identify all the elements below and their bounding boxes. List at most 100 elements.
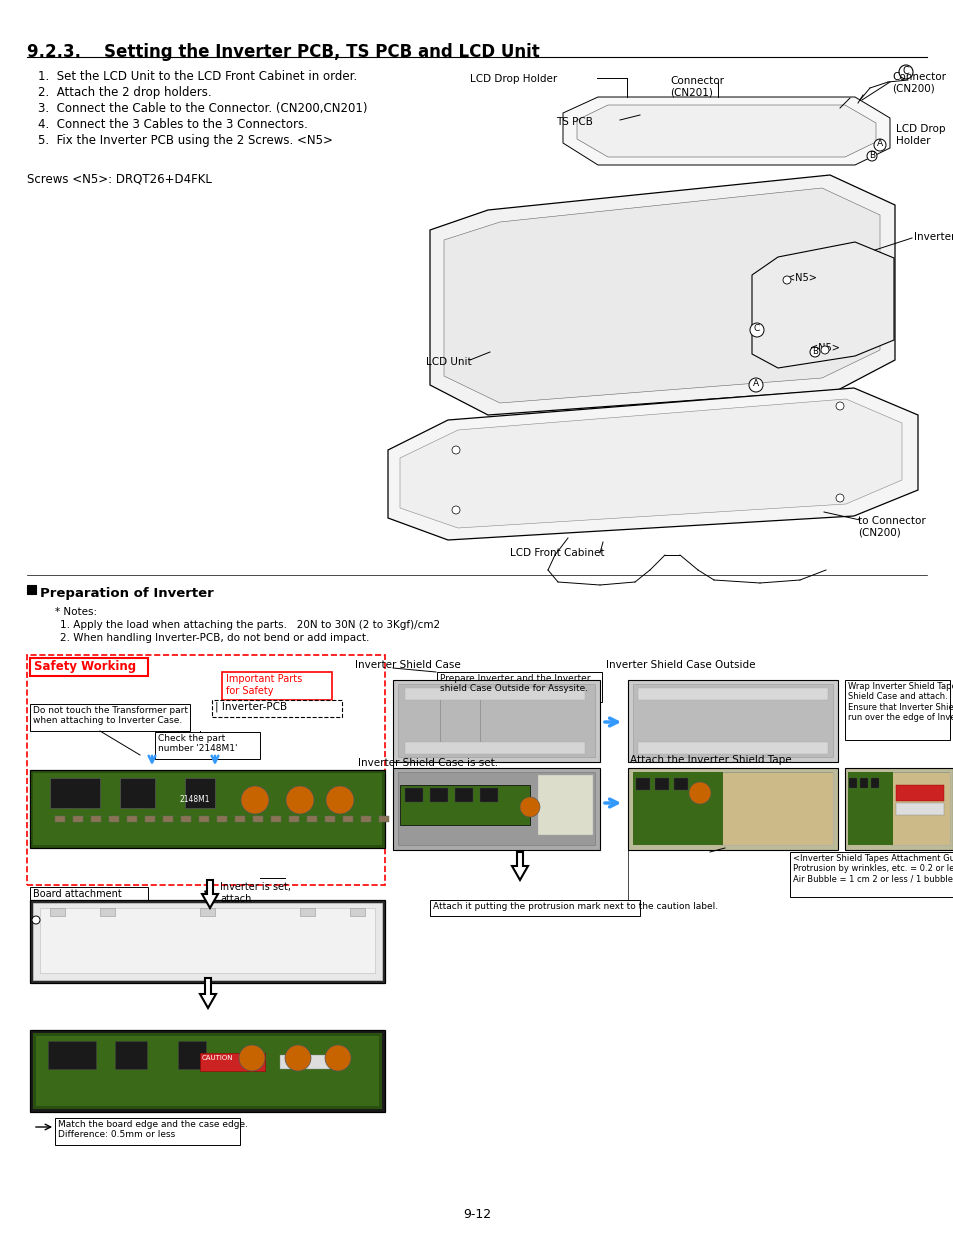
Bar — [73, 816, 83, 823]
Bar — [30, 900, 385, 983]
Circle shape — [452, 446, 459, 454]
Bar — [655, 778, 668, 790]
Bar — [48, 1041, 96, 1070]
Bar — [393, 768, 599, 850]
Bar — [27, 655, 385, 885]
Bar — [109, 816, 119, 823]
Bar — [253, 816, 263, 823]
Circle shape — [688, 782, 710, 804]
Text: Attach the Inverter Shield Tape: Attach the Inverter Shield Tape — [629, 755, 791, 764]
Bar — [895, 785, 943, 802]
Polygon shape — [200, 978, 215, 1008]
Circle shape — [286, 785, 314, 814]
Bar — [40, 908, 375, 973]
Polygon shape — [577, 105, 875, 157]
Bar — [378, 816, 389, 823]
Bar — [343, 816, 353, 823]
Text: Preparation of Inverter: Preparation of Inverter — [40, 587, 213, 600]
Bar — [350, 908, 365, 916]
Circle shape — [835, 494, 843, 501]
Bar — [633, 772, 832, 845]
Bar — [325, 816, 335, 823]
Bar — [405, 688, 584, 700]
Bar — [163, 816, 172, 823]
Circle shape — [821, 346, 828, 354]
Bar — [100, 908, 115, 916]
Bar — [280, 1055, 330, 1070]
Bar — [430, 788, 448, 802]
Circle shape — [452, 506, 459, 514]
Bar — [638, 688, 827, 700]
Circle shape — [898, 65, 912, 79]
Text: 2.  Attach the 2 drop holders.: 2. Attach the 2 drop holders. — [38, 86, 212, 99]
Bar — [479, 788, 497, 802]
Bar — [216, 816, 227, 823]
Bar — [30, 1030, 385, 1112]
Polygon shape — [562, 98, 889, 165]
Circle shape — [241, 785, 269, 814]
Text: Wrap Inverter Shield Tape around Inverter
Shield Case and attach.
Ensure that In: Wrap Inverter Shield Tape around Inverte… — [847, 682, 953, 722]
Text: Match the board edge and the case edge.
Difference: 0.5mm or less: Match the board edge and the case edge. … — [58, 1120, 248, 1140]
Text: LCD Front Cabinet: LCD Front Cabinet — [510, 548, 604, 558]
Bar — [789, 852, 952, 897]
Bar — [33, 903, 381, 981]
Bar — [636, 778, 649, 790]
Bar — [537, 776, 593, 835]
Circle shape — [285, 1045, 311, 1071]
Text: Inverter is set,
attach: Inverter is set, attach — [220, 882, 291, 904]
Bar — [50, 778, 100, 808]
Circle shape — [748, 378, 762, 391]
Circle shape — [866, 151, 876, 161]
Bar — [627, 680, 837, 762]
Bar — [859, 778, 867, 788]
Text: | Inverter-PCB: | Inverter-PCB — [214, 701, 287, 713]
Bar — [33, 1032, 381, 1109]
Circle shape — [239, 1045, 265, 1071]
Text: Connector
(CN201): Connector (CN201) — [669, 77, 723, 98]
Text: Inverter Shield Case is set.: Inverter Shield Case is set. — [357, 758, 497, 768]
Text: 9-12: 9-12 — [462, 1208, 491, 1221]
Circle shape — [782, 275, 790, 284]
Bar — [145, 816, 154, 823]
Text: Screws <N5>: DRQT26+D4FKL: Screws <N5>: DRQT26+D4FKL — [27, 172, 212, 185]
Bar — [55, 1118, 240, 1145]
Bar — [673, 778, 687, 790]
Text: A: A — [876, 140, 882, 148]
Circle shape — [749, 324, 763, 337]
Bar — [397, 772, 595, 845]
Bar — [33, 773, 381, 845]
Text: LCD Drop Holder: LCD Drop Holder — [470, 74, 557, 84]
Polygon shape — [399, 399, 901, 529]
Text: Connector
(CN200): Connector (CN200) — [891, 72, 945, 94]
Circle shape — [835, 403, 843, 410]
Bar — [212, 700, 341, 718]
Circle shape — [873, 140, 885, 151]
Bar — [222, 672, 332, 700]
Bar — [633, 684, 832, 757]
Bar — [185, 778, 214, 808]
Bar — [870, 778, 878, 788]
Text: 5.  Fix the Inverter PCB using the 2 Screws. <N5>: 5. Fix the Inverter PCB using the 2 Scre… — [38, 135, 333, 147]
Text: C: C — [902, 65, 908, 77]
Text: Inverter Shield Case: Inverter Shield Case — [355, 659, 460, 671]
Bar — [393, 680, 599, 762]
Bar — [895, 803, 943, 815]
Text: Check the part
number '2148M1': Check the part number '2148M1' — [158, 734, 237, 753]
Bar — [720, 772, 832, 845]
Bar — [307, 816, 316, 823]
Bar — [455, 788, 473, 802]
Polygon shape — [430, 175, 894, 415]
Bar — [844, 768, 952, 850]
Text: * Notes:: * Notes: — [55, 606, 97, 618]
Bar — [181, 816, 191, 823]
Text: 1. Apply the load when attaching the parts.   20N to 30N (2 to 3Kgf)/cm2: 1. Apply the load when attaching the par… — [60, 620, 439, 630]
Text: 9.2.3.    Setting the Inverter PCB, TS PCB and LCD Unit: 9.2.3. Setting the Inverter PCB, TS PCB … — [27, 43, 539, 61]
Bar — [30, 704, 190, 731]
Bar — [847, 772, 892, 845]
Text: <N5>: <N5> — [809, 343, 839, 353]
Bar — [30, 887, 148, 904]
Bar — [178, 1041, 206, 1070]
Bar — [397, 684, 595, 757]
Bar — [91, 816, 101, 823]
Text: Inverter Shield Case Outside: Inverter Shield Case Outside — [605, 659, 755, 671]
